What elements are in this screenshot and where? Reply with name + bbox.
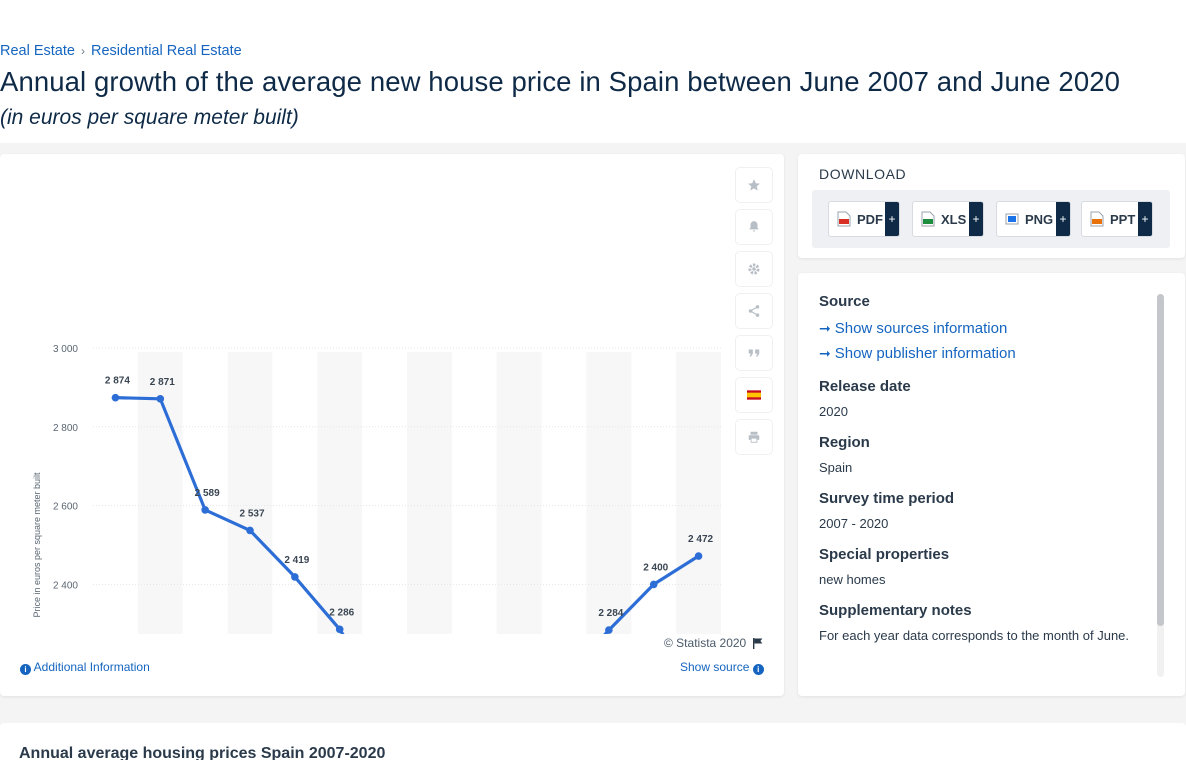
column-band: [227, 352, 273, 634]
data-point: [605, 626, 613, 634]
data-label: 2 871: [150, 377, 175, 388]
y-tick-label: 3 000: [53, 344, 78, 355]
data-label: 2 286: [329, 607, 354, 618]
breadcrumb-link-real-estate[interactable]: Real Estate: [0, 43, 75, 59]
bell-icon: [749, 221, 759, 232]
related-statistic-title[interactable]: Annual average housing prices Spain 2007…: [19, 745, 386, 760]
column-band: [586, 352, 632, 634]
related-statistic-card: Annual average housing prices Spain 2007…: [0, 723, 1186, 760]
special-properties-heading: Special properties: [819, 546, 950, 563]
special-properties-value: new homes: [819, 572, 886, 587]
data-point: [246, 526, 254, 535]
region-value: Spain: [819, 460, 853, 475]
column-band: [496, 352, 542, 634]
data-point: [156, 395, 165, 403]
arrow-right-icon: ➞: [819, 320, 831, 336]
data-point: [291, 573, 299, 581]
settings-button[interactable]: [736, 252, 772, 286]
show-source-link[interactable]: Show source i: [680, 660, 764, 675]
region-heading: Region: [819, 434, 870, 451]
download-ppt-button[interactable]: PPT +: [1081, 201, 1153, 237]
show-publisher-link[interactable]: ➞ Show publisher information: [819, 345, 1016, 362]
column-band: [317, 352, 363, 634]
download-xls-button[interactable]: XLS +: [912, 201, 984, 237]
info-icon: i: [752, 664, 764, 675]
data-label: 2 284: [598, 608, 623, 619]
page-title: Annual growth of the average new house p…: [0, 66, 1121, 97]
data-label: 2 874: [105, 376, 130, 387]
header-area: [0, 0, 1186, 143]
breadcrumb: Real Estate › Residential Real Estate: [0, 43, 242, 59]
statistic-details-card: Source ➞ Show sources information ➞ Show p…: [798, 273, 1185, 696]
flag-spain-icon: [747, 390, 761, 400]
xls-file-icon: [921, 211, 935, 227]
survey-period-heading: Survey time period: [819, 490, 955, 507]
column-band: [407, 352, 452, 634]
supplementary-notes-heading: Supplementary notes: [819, 602, 972, 619]
y-axis-label: Price in euros per square meter built: [32, 472, 42, 618]
data-label: 2 419: [284, 555, 309, 566]
copyright-text: © Statista 2020: [664, 636, 764, 650]
survey-period-value: 2007 - 2020: [819, 516, 889, 531]
star-icon: [748, 179, 760, 191]
series-line: [113, 396, 701, 634]
plus-icon: +: [1138, 202, 1152, 236]
supplementary-notes-value: For each year data corresponds to the mo…: [819, 628, 1130, 643]
cite-button[interactable]: [736, 336, 772, 370]
y-tick-label: 2 400: [53, 580, 78, 591]
release-date-value: 2020: [819, 404, 848, 419]
download-png-button[interactable]: PNG +: [996, 201, 1071, 237]
data-label: 2 472: [688, 534, 713, 545]
print-icon: [748, 431, 760, 443]
data-point: [335, 625, 344, 634]
breadcrumb-separator: ›: [80, 44, 85, 58]
release-date-heading: Release date: [819, 378, 911, 395]
quote-icon: [748, 349, 760, 357]
pdf-file-icon: [837, 211, 851, 227]
plus-icon: +: [969, 202, 983, 236]
data-point: [201, 506, 209, 514]
data-label: 2 537: [239, 508, 264, 519]
arrow-right-icon: ➞: [819, 345, 831, 361]
show-sources-link[interactable]: ➞ Show sources information: [819, 320, 1008, 337]
column-band: [676, 352, 721, 634]
scrollbar[interactable]: [1157, 294, 1164, 677]
share-button[interactable]: [736, 294, 772, 328]
download-title: DOWNLOAD: [819, 166, 907, 182]
ppt-file-icon: [1090, 211, 1104, 227]
scrollbar-thumb[interactable]: [1157, 294, 1164, 626]
details-scroll-area[interactable]: Source ➞ Show sources information ➞ Show p…: [819, 293, 1149, 678]
download-pdf-button[interactable]: PDF +: [828, 201, 900, 237]
additional-info-link[interactable]: i Additional Information: [20, 660, 150, 675]
y-tick-label: 2 800: [53, 423, 78, 434]
download-card: DOWNLOAD PDF + XLS + PNG + PPT +: [798, 154, 1185, 258]
chart-toolbar: [736, 168, 772, 462]
notification-button[interactable]: [736, 210, 772, 244]
favorite-button[interactable]: [736, 168, 772, 202]
data-point: [694, 552, 703, 560]
data-label: 2 400: [643, 562, 668, 573]
plus-icon: +: [1056, 202, 1070, 236]
data-label: 2 589: [195, 488, 220, 499]
region-button[interactable]: [736, 378, 772, 412]
source-heading: Source: [819, 293, 870, 310]
flag-icon[interactable]: [752, 637, 764, 649]
y-tick-label: 2 600: [53, 502, 78, 513]
gear-icon: [748, 263, 760, 275]
png-file-icon: [1005, 213, 1019, 225]
page-subtitle: (in euros per square meter built): [0, 106, 299, 129]
download-bar: PDF + XLS + PNG + PPT +: [812, 190, 1170, 248]
plus-icon: +: [885, 202, 899, 236]
data-point: [111, 393, 120, 402]
breadcrumb-link-residential[interactable]: Residential Real Estate: [90, 43, 242, 59]
data-point: [649, 580, 658, 589]
info-icon: i: [20, 664, 31, 675]
column-band: [137, 352, 183, 634]
share-icon: [748, 305, 760, 317]
print-button[interactable]: [736, 420, 772, 454]
